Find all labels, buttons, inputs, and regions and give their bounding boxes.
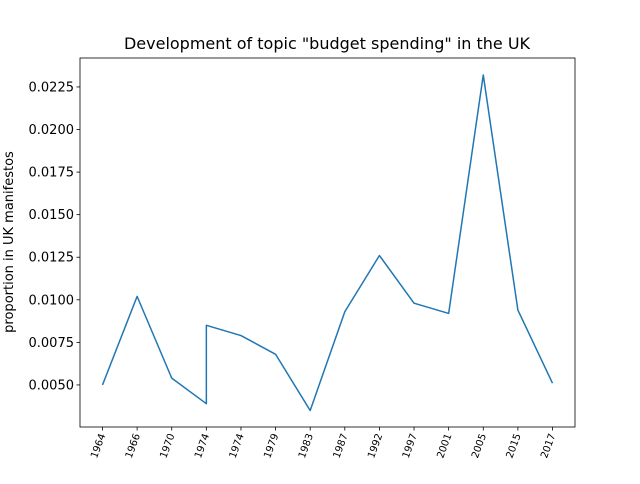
x-tick-label: 1964	[89, 432, 108, 460]
chart-title: Development of topic "budget spending" i…	[124, 34, 531, 53]
x-tick-label: 2015	[505, 432, 524, 460]
y-tick-label: 0.0225	[29, 80, 75, 95]
x-tick-label: 1970	[159, 432, 178, 460]
line	[101, 74, 554, 412]
x-tick-label: 2017	[539, 432, 558, 460]
x-tick-label: 1974	[193, 432, 212, 460]
x-tick-label: 2001	[435, 432, 454, 460]
x-tick-label: 1974	[228, 432, 247, 460]
x-tick-label: 1979	[262, 432, 281, 460]
x-tick-label: 1983	[297, 432, 316, 460]
y-tick-label: 0.0175	[29, 166, 75, 181]
y-tick-label: 0.0100	[29, 293, 75, 308]
plot-frame	[79, 57, 576, 428]
x-tick-label: 2005	[470, 432, 489, 460]
x-tick-label: 1987	[332, 432, 351, 460]
x-tick-label: 1992	[366, 432, 385, 460]
y-tick-label: 0.0075	[29, 336, 75, 351]
y-tick-label: 0.0050	[29, 378, 75, 393]
y-axis-label: proportion in UK manifestos	[2, 151, 17, 333]
y-tick-label: 0.0150	[29, 208, 75, 223]
x-tick-label: 1966	[124, 432, 143, 460]
y-tick-label: 0.0200	[29, 123, 75, 138]
x-tick-label: 1997	[401, 432, 420, 460]
y-tick-label: 0.0125	[29, 251, 75, 266]
